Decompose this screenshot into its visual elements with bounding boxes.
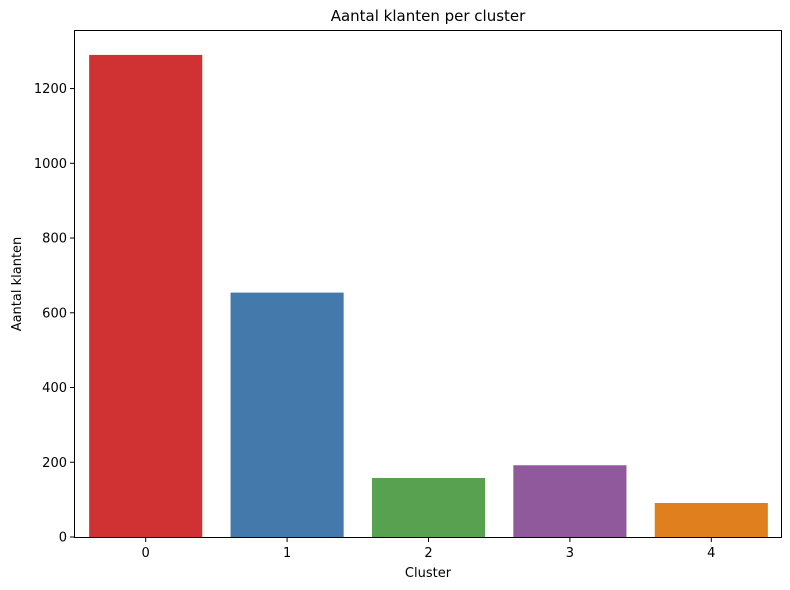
y-axis-title: Aantal klanten: [10, 237, 25, 332]
y-tick-label: 1200: [34, 82, 67, 97]
y-tick-label: 800: [42, 232, 67, 247]
x-tick-label: 1: [283, 546, 291, 561]
bar-cluster-3: [513, 465, 627, 537]
x-axis-title: Cluster: [405, 566, 452, 581]
y-tick-label: 200: [42, 456, 67, 471]
x-tick-label: 3: [566, 546, 574, 561]
bar-cluster-1: [230, 292, 344, 537]
y-axis: 0 200 400 600 800 1000 1200: [34, 82, 75, 546]
bars-group: [89, 54, 768, 537]
x-tick-label: 4: [707, 546, 715, 561]
bar-cluster-0: [89, 54, 203, 537]
x-axis: 0 1 2 3 4: [142, 537, 715, 561]
x-tick-label: 2: [424, 546, 432, 561]
y-tick-label: 0: [59, 531, 67, 546]
plot-frame: [74, 30, 782, 538]
x-tick-label: 0: [142, 546, 150, 561]
bar-cluster-2: [371, 477, 486, 537]
y-tick-label: 400: [42, 381, 67, 396]
y-tick-label: 1000: [34, 157, 67, 172]
bar-cluster-4: [654, 502, 768, 537]
chart-title: Aantal klanten per cluster: [331, 7, 526, 25]
y-tick-label: 600: [42, 306, 67, 321]
